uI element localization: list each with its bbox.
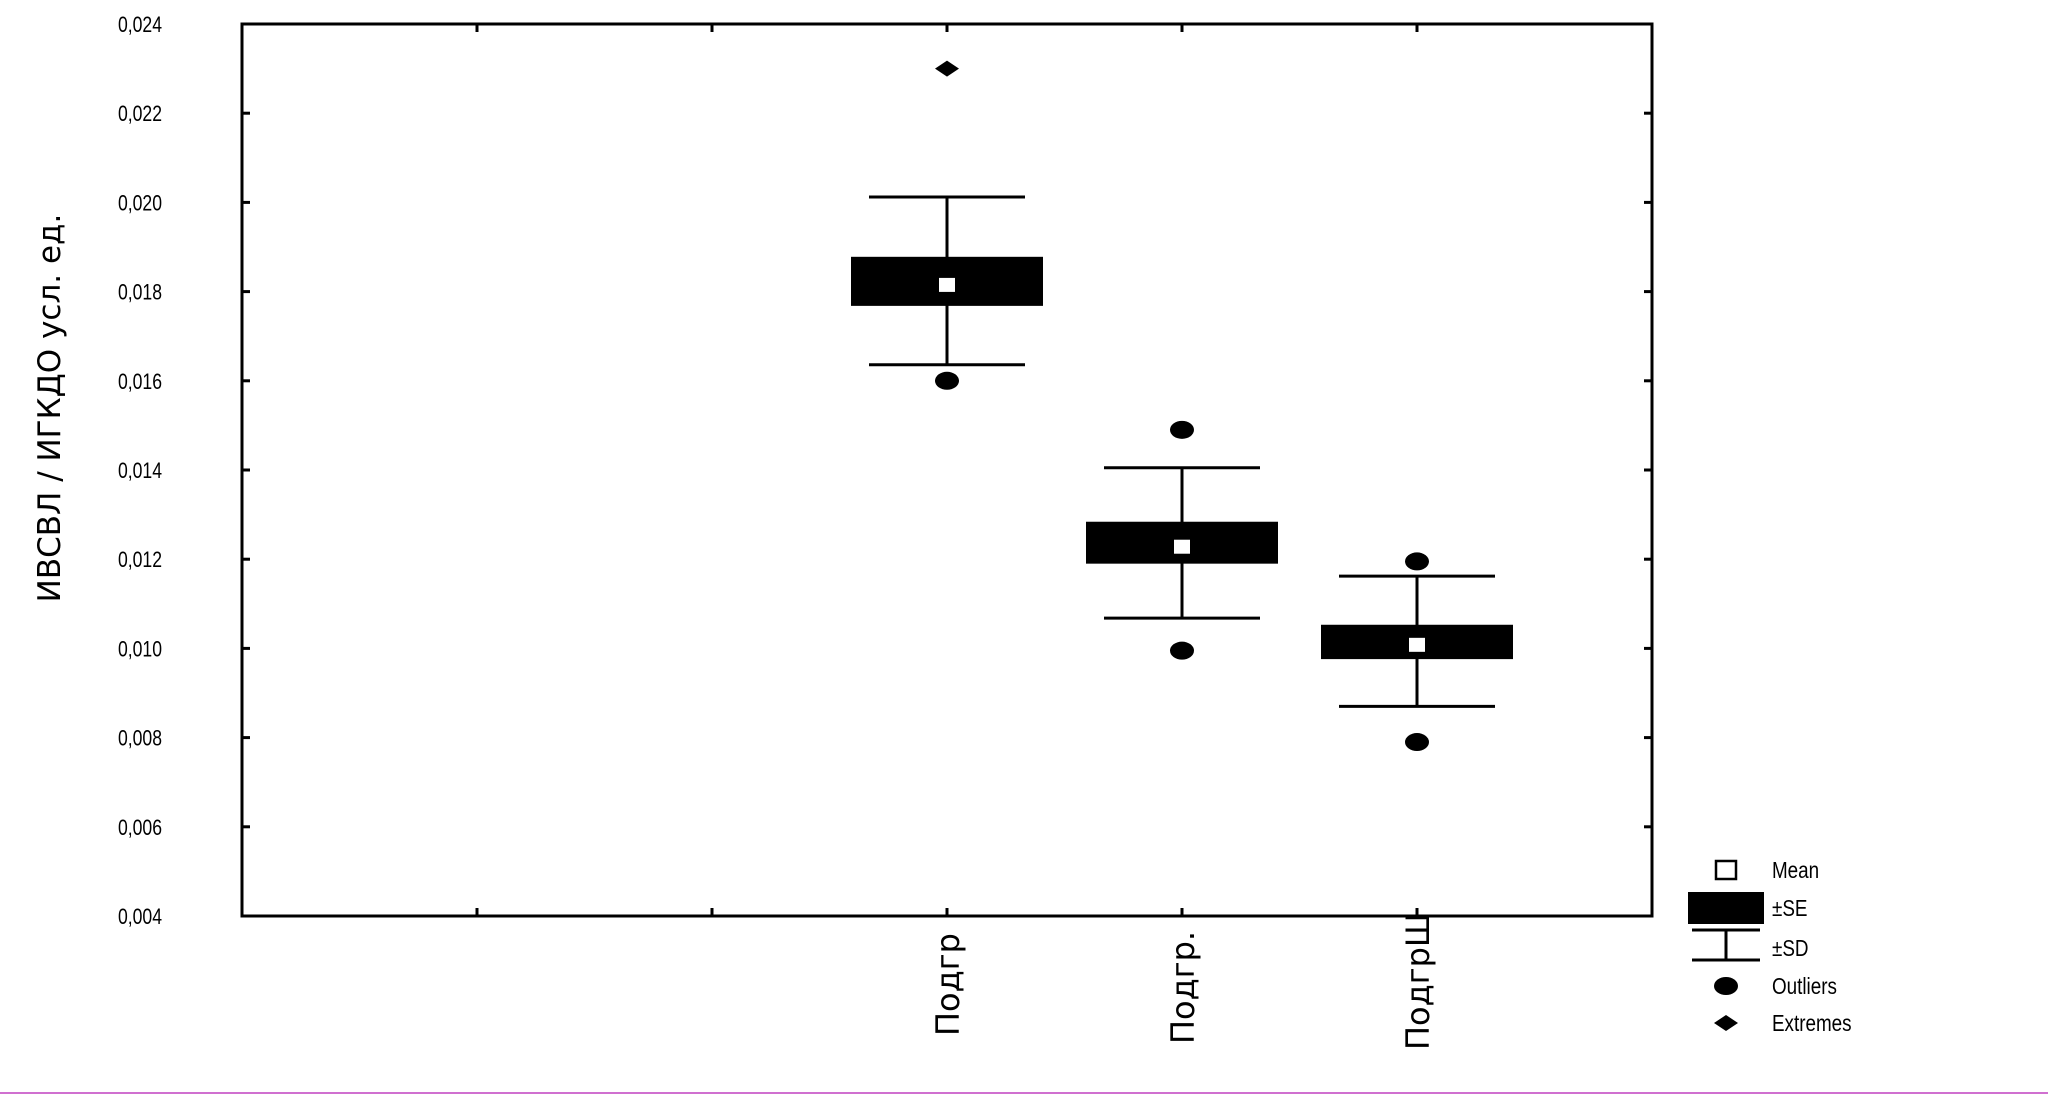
category-label: Подгр <box>929 933 967 1036</box>
legend-label-outliers: Outliers <box>1772 974 1837 999</box>
category-label: Подгр. <box>1164 931 1202 1044</box>
y-axis-ticks: 0,004 0,006 0,008 0,010 0,012 0,014 0,016 0,018… <box>118 13 1652 930</box>
y-axis-label: ИВСВЛ / ИГКДО усл. ед. <box>32 214 68 603</box>
mean-marker <box>1174 539 1190 554</box>
y-tick-label: 0,012 <box>118 548 162 572</box>
legend-label-extremes: Extremes <box>1772 1011 1852 1036</box>
x-axis-ticks <box>475 24 1654 916</box>
mean-marker <box>1409 637 1425 652</box>
y-tick-label: 0,014 <box>118 459 162 483</box>
legend-label-sd: ±SD <box>1772 936 1809 961</box>
y-tick-label: 0,020 <box>118 192 162 216</box>
legend-label-se: ±SE <box>1772 896 1807 921</box>
legend-se-swatch <box>1688 892 1764 924</box>
y-tick-label: 0,022 <box>118 102 162 126</box>
outlier-point <box>1405 733 1429 752</box>
outlier-point <box>1170 420 1194 439</box>
y-tick-label: 0,006 <box>118 816 162 840</box>
category-label-suffix: Ш <box>1399 913 1437 947</box>
y-tick-label: 0,008 <box>118 727 162 751</box>
legend-mean-swatch <box>1714 859 1738 881</box>
y-tick-label: 0,018 <box>118 281 162 305</box>
page-bottom-border <box>0 1092 2048 1094</box>
outlier-point <box>1405 552 1429 571</box>
box-group <box>1086 420 1278 660</box>
category-labels: Подгр Подгр. ПодгрШ <box>929 913 1437 1050</box>
y-tick-label: 0,016 <box>118 370 162 394</box>
mean-marker <box>939 277 955 292</box>
legend-extreme-swatch <box>1714 1015 1738 1031</box>
legend-outlier-swatch <box>1714 977 1738 995</box>
category-label: ПодгрШ <box>1399 913 1437 1050</box>
box-group <box>1321 552 1513 752</box>
extreme-point <box>935 60 959 77</box>
box-groups <box>851 60 1513 752</box>
legend-label-mean: Mean <box>1772 858 1819 883</box>
y-tick-label: 0,010 <box>118 638 162 662</box>
outlier-point <box>935 371 959 390</box>
outlier-point <box>1170 641 1194 660</box>
legend: Mean ±SE ±SD Outliers Extremes <box>1688 858 1852 1036</box>
y-tick-label: 0,004 <box>118 905 162 929</box>
box-group <box>851 60 1043 390</box>
y-tick-label: 0,024 <box>118 13 162 37</box>
plot-frame <box>240 22 1654 918</box>
